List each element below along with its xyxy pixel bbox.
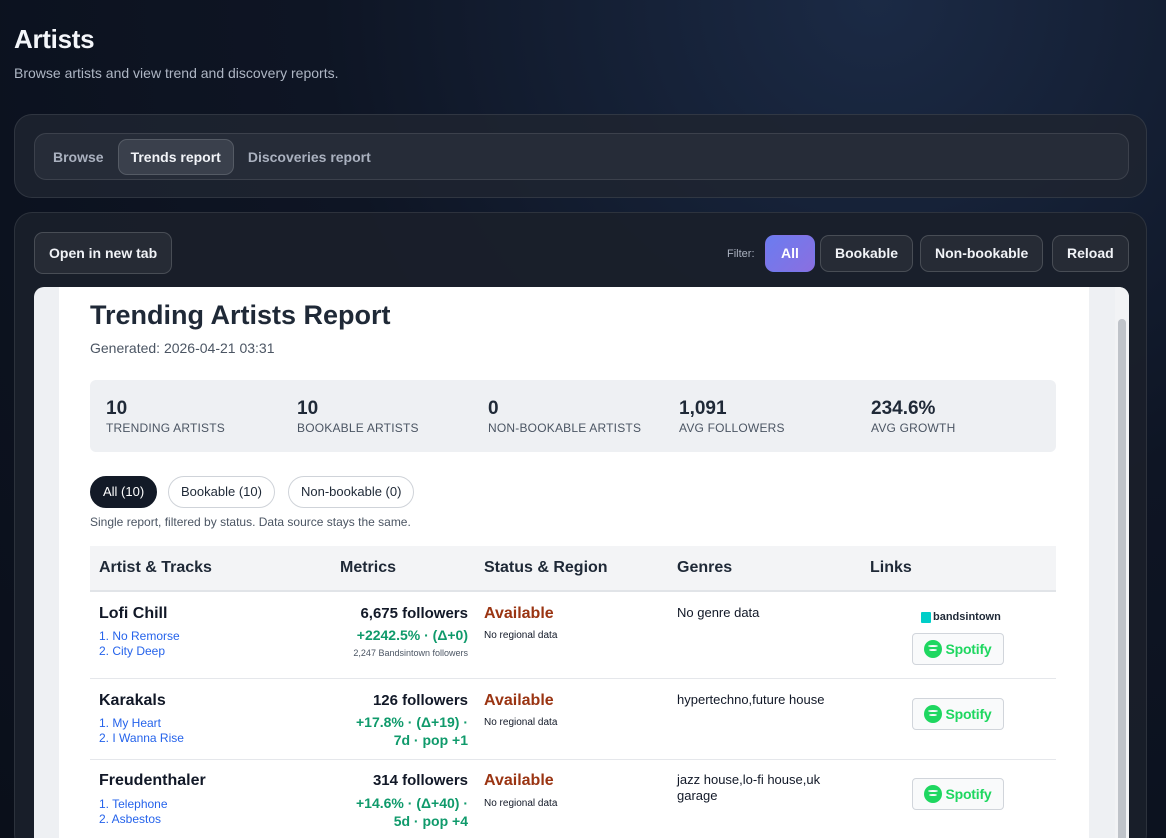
status-badge: Available (484, 772, 554, 789)
bandsintown-link[interactable]: bandsintown (921, 611, 1001, 623)
bandsintown-followers: 2,247 Bandsintown followers (353, 648, 468, 658)
track-link[interactable]: 2. I Wanna Rise (99, 731, 184, 745)
region-text: No regional data (484, 717, 558, 728)
reload-button[interactable]: Reload (1052, 235, 1129, 272)
spotify-link[interactable]: Spotify (912, 698, 1004, 730)
status-badge: Available (484, 605, 554, 622)
region-text: No regional data (484, 798, 558, 809)
region-text: No regional data (484, 630, 558, 641)
growth-metric-detail: 7d · pop +1 (393, 732, 468, 748)
stat-label: TRENDING ARTISTS (106, 421, 225, 435)
spotify-label: Spotify (945, 786, 992, 802)
pill-bookable[interactable]: Bookable (10) (168, 476, 275, 508)
followers-count: 126 followers (372, 692, 468, 709)
stat-value: 0 (488, 398, 499, 419)
track-link[interactable]: 2. Asbestos (99, 812, 162, 826)
spotify-link[interactable]: Spotify (912, 778, 1004, 810)
tab-browse[interactable]: Browse (53, 148, 104, 165)
followers-count: 6,675 followers (360, 605, 468, 622)
growth-metric-detail: 5d · pop +4 (393, 813, 468, 829)
filter-all-button[interactable]: All (765, 235, 815, 272)
tabs-card: Browse Trends report Discoveries report (14, 114, 1147, 198)
status-badge: Available (484, 692, 554, 709)
artist-name: Karakals (99, 692, 166, 709)
stat-label: AVG FOLLOWERS (679, 421, 785, 435)
bandsintown-icon (921, 611, 931, 623)
pill-all[interactable]: All (10) (90, 476, 158, 508)
column-header-metrics: Metrics (340, 559, 397, 576)
column-header-links: Links (870, 559, 912, 576)
spotify-icon (924, 785, 943, 803)
filter-label: Filter: (727, 248, 755, 260)
report-card: Open in new tab Filter: All Bookable Non… (14, 212, 1147, 838)
tab-discoveries-report[interactable]: Discoveries report (247, 148, 371, 165)
bandsintown-label: bandsintown (933, 611, 1001, 623)
track-link[interactable]: 1. No Remorse (99, 629, 180, 643)
report-title: Trending Artists Report (90, 300, 391, 330)
stat-non-bookable-artists: 0 NON-BOOKABLE ARTISTS (488, 398, 641, 435)
stat-bookable-artists: 10 BOOKABLE ARTISTS (297, 398, 419, 435)
pill-non-bookable[interactable]: Non-bookable (0) (288, 476, 415, 508)
genres-text: hypertechno,future house (677, 692, 825, 707)
tab-trends-report[interactable]: Trends report (117, 138, 234, 175)
tab-bar: Browse Trends report Discoveries report (34, 133, 1129, 180)
stat-value: 10 (297, 398, 319, 419)
stat-label: NON-BOOKABLE ARTISTS (488, 421, 642, 435)
pills-note: Single report, filtered by status. Data … (90, 515, 411, 529)
table-header: Artist & Tracks Metrics Status & Region … (90, 546, 1056, 592)
stat-avg-followers: 1,091 AVG FOLLOWERS (679, 398, 785, 435)
scrollbar-thumb[interactable] (1118, 319, 1126, 838)
growth-metric: +2242.5% · (Δ+0) (356, 627, 468, 643)
growth-metric: +17.8% · (Δ+19) · (356, 714, 468, 730)
filter-bookable-button[interactable]: Bookable (820, 235, 914, 272)
column-header-status-region: Status & Region (484, 559, 608, 576)
genres-text: No genre data (677, 605, 760, 620)
report-frame: Trending Artists Report Generated: 2026-… (34, 287, 1129, 838)
stat-avg-growth: 234.6% AVG GROWTH (871, 398, 955, 435)
stat-value: 10 (106, 398, 128, 419)
stat-value: 1,091 (679, 398, 727, 419)
spotify-link[interactable]: Spotify (912, 633, 1004, 665)
stat-label: BOOKABLE ARTISTS (297, 421, 419, 435)
artist-name: Freudenthaler (99, 772, 206, 789)
spotify-icon (924, 640, 943, 658)
stat-value: 234.6% (871, 398, 936, 419)
report-document: Trending Artists Report Generated: 2026-… (59, 287, 1089, 838)
page-subtitle: Browse artists and view trend and discov… (14, 65, 339, 81)
growth-metric: +14.6% · (Δ+40) · (356, 795, 468, 811)
spotify-label: Spotify (945, 706, 992, 722)
genres-text: jazz house,lo-fi house,uk garage (677, 772, 821, 803)
track-link[interactable]: 2. City Deep (99, 644, 166, 658)
open-in-new-tab-button[interactable]: Open in new tab (34, 232, 173, 274)
scrollbar[interactable] (1115, 287, 1129, 838)
artist-name: Lofi Chill (99, 605, 168, 622)
table-row: Karakals 1. My Heart 2. I Wanna Rise 126… (90, 679, 1056, 760)
column-header-artist-tracks: Artist & Tracks (99, 559, 212, 576)
table-row: Freudenthaler 1. Telephone 2. Asbestos 3… (90, 760, 1056, 838)
spotify-icon (924, 705, 943, 723)
stat-trending-artists: 10 TRENDING ARTISTS (106, 398, 225, 435)
filter-non-bookable-button[interactable]: Non-bookable (920, 235, 1044, 272)
page-title: Artists (14, 24, 95, 54)
table-row: Lofi Chill 1. No Remorse 2. City Deep 6,… (90, 592, 1056, 679)
column-header-genres: Genres (677, 559, 733, 576)
stat-label: AVG GROWTH (871, 421, 956, 435)
followers-count: 314 followers (372, 772, 468, 789)
track-link[interactable]: 1. Telephone (99, 797, 168, 811)
spotify-label: Spotify (945, 641, 992, 657)
report-generated: Generated: 2026-04-21 03:31 (90, 340, 275, 356)
stats-panel: 10 TRENDING ARTISTS 10 BOOKABLE ARTISTS … (90, 380, 1056, 452)
track-link[interactable]: 1. My Heart (99, 716, 162, 730)
